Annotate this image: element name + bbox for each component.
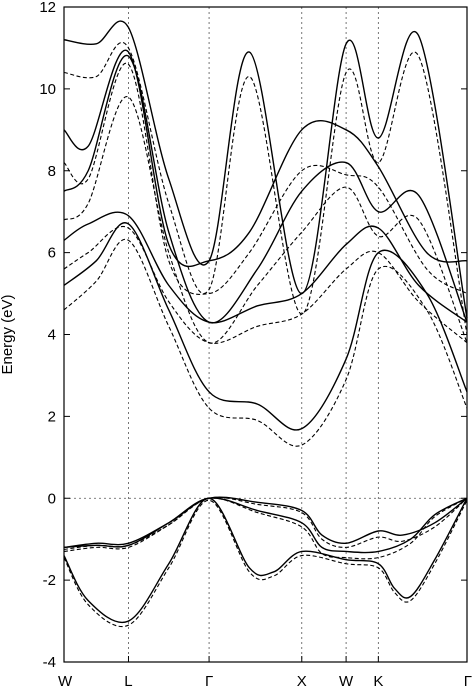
band-curves <box>63 20 468 628</box>
band-line-solid <box>63 54 468 324</box>
x-tick-label: X <box>297 673 307 690</box>
band-line-solid <box>63 211 468 324</box>
band-line-solid <box>63 496 468 549</box>
band-line-dashed <box>63 238 468 447</box>
y-tick-label: -2 <box>43 572 56 589</box>
y-tick-label: 4 <box>48 327 56 344</box>
y-tick-label: 2 <box>48 408 56 425</box>
y-axis-label: Energy (eV) <box>0 294 16 374</box>
x-tick-label: W <box>339 673 354 690</box>
band-line-dashed <box>63 496 468 550</box>
x-tick-label: Γ <box>464 673 472 690</box>
x-tick-label: W <box>58 673 73 690</box>
y-tick-label: 0 <box>48 490 56 507</box>
x-tick-label: K <box>373 673 383 690</box>
grid-lines <box>64 7 467 662</box>
y-tick-label: 6 <box>48 245 56 262</box>
y-tick-label: -4 <box>43 654 56 671</box>
y-tick-label: 12 <box>39 0 56 16</box>
band-line-dashed <box>63 62 468 295</box>
band-line-dashed <box>63 96 468 344</box>
band-line-dashed <box>63 497 468 560</box>
x-tick-label: L <box>124 673 132 690</box>
y-tick-label: 8 <box>48 163 56 180</box>
y-axis-ticks: -4 -2 0 2 4 6 8 10 12 <box>39 0 467 671</box>
band-line-solid <box>63 20 468 319</box>
y-tick-label: 10 <box>39 81 56 98</box>
band-line-dashed <box>63 499 468 628</box>
band-line-dashed <box>63 41 468 335</box>
band-line-solid <box>63 222 468 431</box>
band-line-solid <box>63 49 468 267</box>
band-line-dashed <box>63 225 468 344</box>
plot-frame <box>63 6 468 663</box>
x-tick-label: Γ <box>205 673 213 690</box>
band-line-solid <box>63 497 468 624</box>
